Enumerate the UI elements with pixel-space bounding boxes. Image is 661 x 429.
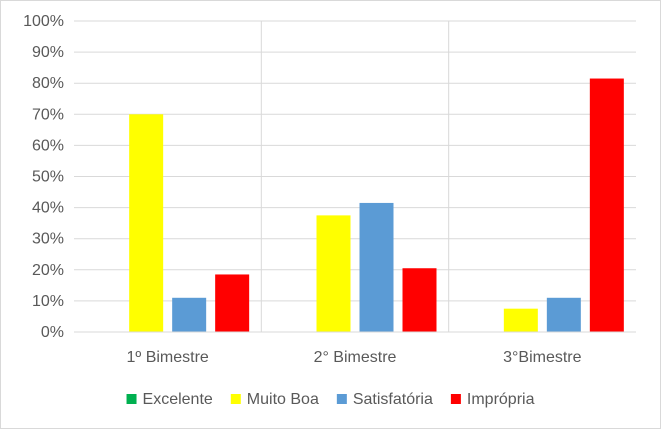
- y-tick-label: 70%: [32, 106, 64, 123]
- y-axis-tick-labels: 0% 10% 20% 30% 40% 50% 60% 70% 80% 90% 100%: [23, 13, 64, 341]
- y-tick-label: 80%: [32, 75, 64, 92]
- legend-item-excelente: Excelente: [126, 391, 213, 408]
- y-tick-label: 30%: [32, 231, 64, 248]
- bar-impr-pria-1: [215, 274, 250, 332]
- y-tick-label: 40%: [32, 200, 64, 217]
- bar-muito-boa-1: [129, 114, 164, 332]
- y-tick-label: 100%: [23, 13, 64, 30]
- y-tick-label: 50%: [32, 169, 64, 186]
- bar-impr-pria-2: [402, 268, 437, 332]
- x-category-label: 3°Bimestre: [503, 349, 582, 366]
- y-tick-label: 0%: [41, 324, 64, 341]
- bar-satisfat-ria-1: [172, 297, 207, 332]
- x-category-label: 2° Bimestre: [314, 349, 397, 366]
- bar-satisfat-ria-3: [546, 297, 581, 332]
- category-dividers: [260, 21, 450, 332]
- bar-impr-pria-3: [589, 78, 624, 332]
- legend-label: Satisfatória: [353, 391, 433, 408]
- legend-item-satisfat-ria: Satisfatória: [336, 391, 433, 408]
- bar-satisfat-ria-2: [359, 202, 394, 332]
- legend-label: Excelente: [143, 391, 213, 408]
- y-tick-label: 10%: [32, 293, 64, 310]
- bar-muito-boa-2: [316, 215, 351, 332]
- legend-item-impr-pria: Imprópria: [450, 391, 535, 408]
- x-axis-category-labels: 1º Bimestre 2° Bimestre 3°Bimestre: [127, 349, 582, 366]
- bars: [129, 78, 624, 332]
- y-tick-label: 60%: [32, 137, 64, 154]
- legend-label: Muito Boa: [247, 391, 319, 408]
- y-tick-label: 90%: [32, 44, 64, 61]
- gridlines: [74, 20, 636, 302]
- legend-label: Imprópria: [467, 391, 535, 408]
- y-tick-label: 20%: [32, 262, 64, 279]
- legend-swatch: [230, 394, 241, 404]
- legend-swatch: [336, 394, 347, 404]
- bar-muito-boa-3: [503, 308, 538, 332]
- legend-swatch: [126, 394, 137, 404]
- legend: Excelente Muito Boa Satisfatória Imprópria: [126, 391, 535, 408]
- legend-item-muito-boa: Muito Boa: [230, 391, 319, 408]
- x-category-label: 1º Bimestre: [127, 349, 209, 366]
- legend-swatch: [450, 394, 461, 404]
